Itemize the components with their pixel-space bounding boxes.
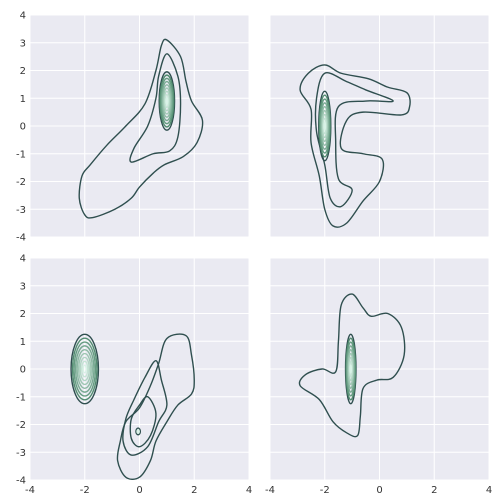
peak-contour bbox=[77, 352, 92, 386]
peak-contour bbox=[70, 333, 100, 405]
peak-contour bbox=[161, 80, 173, 122]
peak-contour bbox=[323, 121, 327, 131]
density-contour bbox=[129, 53, 182, 163]
peak-contour bbox=[76, 349, 94, 389]
x-tick-label: 2 bbox=[431, 485, 437, 496]
peak-contour bbox=[165, 97, 169, 105]
peak-contour bbox=[136, 429, 140, 434]
x-tick-label: 0 bbox=[136, 485, 142, 496]
y-tick-label: -2 bbox=[16, 420, 26, 431]
panel-bottom-right: -4 -2 0 2 4 bbox=[265, 257, 492, 496]
peak-contour bbox=[163, 90, 171, 112]
y-tick-label: 4 bbox=[20, 254, 26, 265]
panel-top-right bbox=[269, 14, 490, 238]
y-tick-label: 2 bbox=[20, 309, 26, 320]
peak-contour bbox=[135, 427, 142, 436]
density-contour bbox=[122, 359, 168, 456]
y-tick-label: -1 bbox=[16, 149, 26, 160]
y-tick-label: 3 bbox=[20, 281, 26, 292]
peak-contour bbox=[160, 77, 174, 125]
peak-contour bbox=[158, 71, 176, 131]
y-tick-label: -1 bbox=[16, 392, 26, 403]
density-contour bbox=[116, 333, 195, 480]
density-contour bbox=[299, 64, 411, 228]
x-tick-label: -2 bbox=[320, 485, 330, 496]
peak-contour bbox=[349, 364, 353, 374]
y-tick-label: -3 bbox=[16, 448, 26, 459]
y-tick-label: -2 bbox=[16, 177, 26, 188]
y-tick-label: -4 bbox=[16, 476, 26, 487]
peak-contour bbox=[164, 93, 170, 109]
contour-group bbox=[70, 333, 195, 480]
y-tick-label: 1 bbox=[20, 337, 26, 348]
y-tick-label: -4 bbox=[16, 233, 26, 244]
x-tick-label: 0 bbox=[376, 485, 382, 496]
y-tick-label: 1 bbox=[20, 94, 26, 105]
x-tick-label: -4 bbox=[265, 485, 275, 496]
peak-contour bbox=[82, 364, 87, 374]
y-tick-label: 4 bbox=[20, 11, 26, 22]
x-tick-label: 4 bbox=[486, 485, 492, 496]
peak-contour bbox=[162, 87, 171, 115]
y-tick-label: 0 bbox=[20, 122, 26, 133]
peak-contour bbox=[74, 345, 95, 393]
y-tick-label: 3 bbox=[20, 38, 26, 49]
peak-contour bbox=[79, 356, 91, 382]
panel-bottom-left: -4 -3 -2 -1 0 1 2 3 4 -4 -2 0 2 4 bbox=[16, 254, 252, 497]
peak-contour bbox=[161, 84, 172, 118]
peak-contour bbox=[81, 360, 89, 378]
panel-top-left: -4 -3 -2 -1 0 1 2 3 4 bbox=[16, 11, 250, 244]
density-contour bbox=[298, 293, 406, 438]
contour-group bbox=[299, 64, 411, 228]
peak-contour bbox=[73, 341, 97, 397]
x-tick-label: 2 bbox=[191, 485, 197, 496]
density-contour bbox=[314, 72, 394, 208]
y-tick-label: -3 bbox=[16, 205, 26, 216]
peak-contour bbox=[71, 337, 98, 401]
y-tick-label: 0 bbox=[20, 365, 26, 376]
x-tick-label: -2 bbox=[80, 485, 90, 496]
peak-contour bbox=[159, 74, 175, 128]
y-tick-label: 2 bbox=[20, 66, 26, 77]
density-contour bbox=[129, 395, 157, 448]
contour-group bbox=[78, 38, 204, 219]
x-tick-label: 4 bbox=[246, 485, 252, 496]
x-tick-label: -4 bbox=[25, 485, 35, 496]
contour-group bbox=[298, 293, 406, 438]
density-contour bbox=[78, 38, 204, 219]
